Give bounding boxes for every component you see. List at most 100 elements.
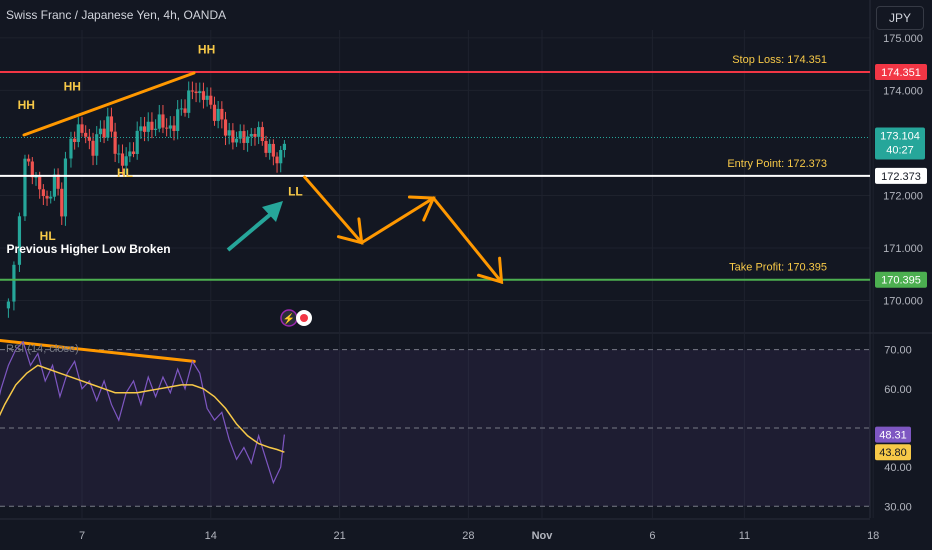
candle-body — [41, 189, 45, 197]
candle-body — [73, 138, 77, 142]
candle-body — [17, 216, 22, 265]
price-tick-label: 170.000 — [883, 295, 923, 307]
price-tick-label: 175.000 — [883, 33, 923, 45]
candle-body — [63, 158, 68, 217]
candle-body — [238, 131, 242, 139]
candle-body — [146, 121, 150, 132]
price-tag-text: 174.351 — [881, 67, 921, 79]
candle-body — [212, 104, 217, 121]
rsi-value-text: 48.31 — [879, 430, 907, 442]
candle-body — [264, 141, 268, 153]
projection-arrowhead — [336, 217, 364, 245]
candle-body — [60, 188, 64, 217]
candle-body — [131, 151, 136, 154]
candle-body — [154, 128, 158, 130]
chart-title: Swiss Franc / Japanese Yen, 4h, OANDA — [6, 8, 227, 22]
candle-body — [113, 131, 117, 154]
candle-body — [128, 151, 132, 157]
rsi-tick-label: 60.00 — [884, 384, 912, 396]
rsi-tick-label: 30.00 — [884, 501, 912, 513]
candle-body — [56, 174, 60, 189]
candle-body — [234, 138, 239, 143]
projection-arrowhead — [477, 256, 504, 285]
candle-body — [142, 126, 147, 132]
candle-body — [205, 95, 209, 100]
candle-body — [91, 140, 95, 156]
candle-body — [231, 130, 235, 143]
rsi-divergence-line[interactable] — [0, 339, 196, 363]
candle-body — [249, 133, 253, 137]
rsi-tick-label: 70.00 — [884, 345, 912, 357]
rsi-line — [0, 340, 285, 485]
candle-body — [223, 119, 228, 136]
projection-path[interactable] — [303, 175, 504, 284]
rsi-value-tag — [875, 426, 911, 443]
candle-body — [176, 109, 180, 131]
candle-body — [257, 127, 261, 137]
candle-body — [117, 153, 121, 155]
candle-body — [109, 116, 114, 132]
annotation-hh: HH — [198, 43, 215, 57]
candle-body — [30, 161, 34, 178]
candle-body — [135, 130, 139, 154]
candle-body — [23, 158, 27, 217]
candle-body — [6, 301, 10, 309]
candle-body — [34, 176, 38, 178]
countdown-text: 40:27 — [886, 144, 914, 156]
time-tick-label: 28 — [462, 530, 474, 542]
trendline-higher-highs[interactable] — [22, 71, 196, 137]
candle-body — [150, 121, 154, 130]
candle-body — [52, 174, 56, 197]
level-label-take-profit: Take Profit: 170.395 — [729, 262, 827, 274]
candle-body — [12, 264, 16, 302]
annotation-hh: HH — [64, 79, 81, 93]
candle-body — [76, 124, 80, 142]
annotation-hl: HL — [40, 229, 56, 243]
candle-body — [260, 127, 264, 142]
rsi-title: RSI (14, close) — [6, 343, 79, 355]
candle-body — [216, 108, 220, 121]
candle-body — [106, 116, 110, 138]
candle-body — [183, 108, 187, 113]
annotation-hh: HH — [18, 98, 35, 112]
current-price-tag — [875, 127, 925, 160]
rsi-tick-label: 40.00 — [884, 462, 912, 474]
candle-body — [168, 125, 172, 129]
candle-body — [198, 91, 202, 94]
currency-button[interactable]: JPY — [876, 6, 924, 30]
price-tick-label: 172.000 — [883, 190, 923, 202]
price-tag-text: 170.395 — [881, 275, 921, 287]
candle-body — [268, 143, 272, 153]
price-tick-label: 171.000 — [883, 243, 923, 255]
candle-body — [98, 128, 102, 135]
flash-glyph: ⚡ — [283, 312, 295, 325]
teal-arrow-head — [262, 201, 283, 222]
candle-body — [279, 150, 283, 164]
level-label-stop-loss: Stop Loss: 174.351 — [732, 54, 827, 66]
time-tick-label: 7 — [79, 530, 85, 542]
candle-body — [80, 124, 84, 133]
annotation-previous-higher-low: Previous Higher Low Broken — [7, 242, 171, 256]
candle-body — [179, 108, 183, 110]
candle-body — [220, 108, 224, 120]
candle-body — [157, 114, 161, 129]
time-tick-label: Nov — [532, 530, 554, 542]
annotation-ll: LL — [288, 184, 303, 198]
candle-body — [271, 143, 275, 157]
candle-body — [120, 153, 125, 166]
price-tag-entry-point — [875, 167, 927, 184]
candle-body — [194, 91, 198, 94]
price-tick-label: 174.000 — [883, 85, 923, 97]
rsi-ma-tag — [875, 444, 911, 461]
candle-body — [95, 134, 99, 156]
rsi-ma-text: 43.80 — [879, 447, 907, 459]
level-label-entry-point: Entry Point: 172.373 — [727, 158, 827, 170]
time-tick-label: 11 — [739, 530, 750, 542]
candle-body — [275, 156, 279, 164]
candle-body — [227, 130, 231, 136]
rsi-ma-line — [0, 364, 285, 453]
candle-body — [38, 176, 42, 190]
candle-body — [246, 136, 250, 143]
candle-body — [282, 143, 286, 151]
